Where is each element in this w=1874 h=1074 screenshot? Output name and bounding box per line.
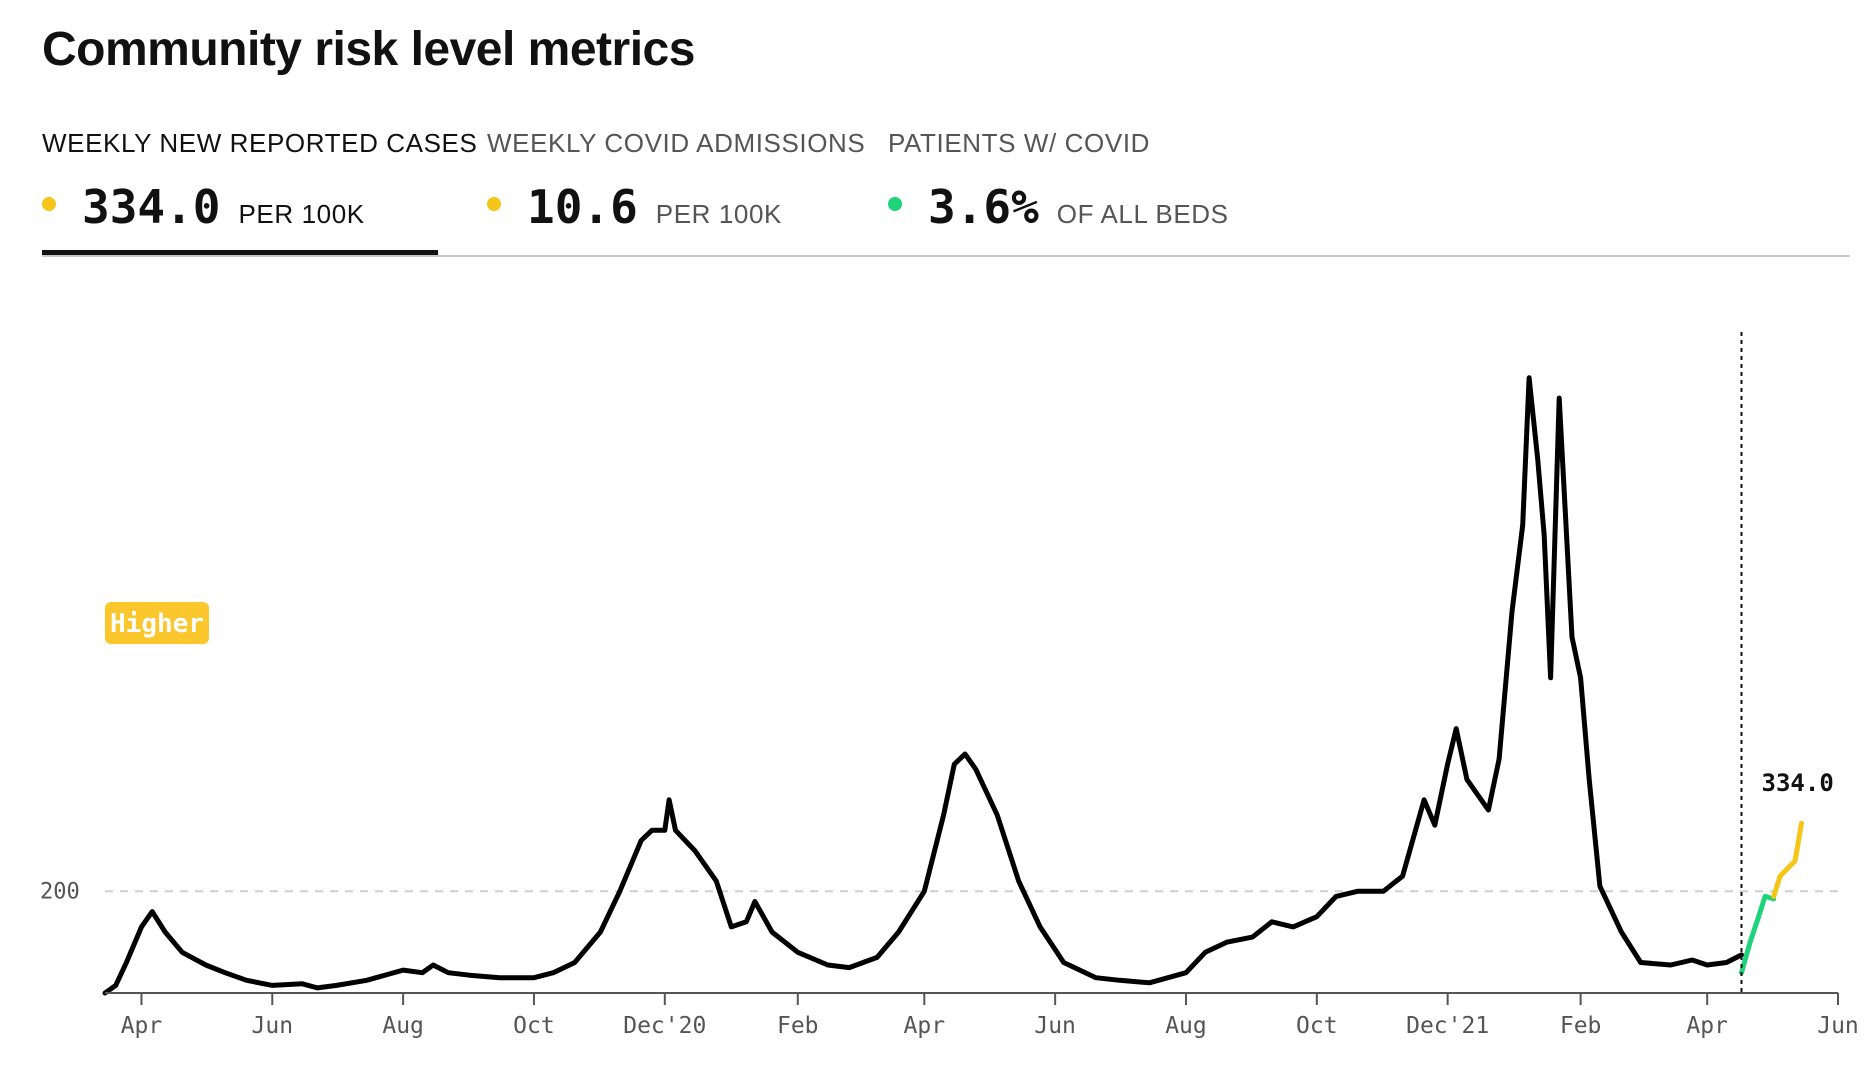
x-tick-label: Apr xyxy=(904,1013,946,1039)
series-line-medium xyxy=(1771,820,1804,899)
metric-tabs: WEEKLY NEW REPORTED CASES 334.0 PER 100K… xyxy=(42,128,1850,256)
x-tick-label: Oct xyxy=(513,1013,555,1039)
x-tick-label: Jun xyxy=(1034,1013,1076,1039)
series-line-historical xyxy=(102,375,1744,996)
reference-line-label: 200 xyxy=(40,879,80,904)
tab-label: PATIENTS W/ COVID xyxy=(888,128,1151,158)
tab-label: WEEKLY COVID ADMISSIONS xyxy=(487,128,866,158)
x-tick-label: Apr xyxy=(121,1013,163,1039)
active-tab-indicator xyxy=(42,250,438,255)
risk-badge-background xyxy=(105,602,209,644)
risk-dot-icon xyxy=(487,197,501,211)
x-tick-label: Aug xyxy=(382,1013,424,1039)
risk-badge: Higher xyxy=(105,602,209,644)
tab-unit: PER 100K xyxy=(655,199,782,229)
x-tick-label: Dec'20 xyxy=(623,1013,706,1039)
page-title: Community risk level metrics xyxy=(42,23,695,76)
tab-value: 334.0 xyxy=(82,180,221,234)
tab-unit: PER 100K xyxy=(238,199,365,229)
x-tick-label: Feb xyxy=(1560,1013,1602,1039)
tab-patients-with-covid[interactable]: PATIENTS W/ COVID 3.6% OF ALL BEDS xyxy=(888,128,1228,234)
tab-weekly-cases[interactable]: WEEKLY NEW REPORTED CASES 334.0 PER 100K xyxy=(42,128,478,255)
tabs-divider xyxy=(42,255,1850,257)
tab-value: 3.6% xyxy=(928,180,1039,234)
x-axis-ticks: Apr Jun Aug Oct Dec'20 Feb Apr Jun Aug Oct Dec'21 F… xyxy=(121,993,1859,1039)
x-tick-label: Jun xyxy=(252,1013,294,1039)
tab-value: 10.6 xyxy=(527,180,638,234)
risk-dot-icon xyxy=(42,197,56,211)
risk-badge-label: Higher xyxy=(110,609,204,639)
series-layer xyxy=(102,375,1804,996)
x-tick-label: Aug xyxy=(1165,1013,1207,1039)
x-tick-label: Feb xyxy=(777,1013,819,1039)
tab-unit: OF ALL BEDS xyxy=(1056,199,1229,229)
x-tick-label: Dec'21 xyxy=(1406,1013,1489,1039)
x-tick-label: Apr xyxy=(1686,1013,1728,1039)
series-line-low xyxy=(1739,893,1777,976)
x-tick-label: Jun xyxy=(1817,1013,1859,1039)
risk-dot-icon xyxy=(888,197,902,211)
cases-line-chart: 200 Higher 334.0 Apr Jun Aug Oct Dec'20 Feb Ap… xyxy=(40,332,1859,1039)
current-value-label: 334.0 xyxy=(1762,769,1834,797)
tab-weekly-admissions[interactable]: WEEKLY COVID ADMISSIONS 10.6 PER 100K xyxy=(487,128,866,234)
x-tick-label: Oct xyxy=(1296,1013,1338,1039)
tab-label: WEEKLY NEW REPORTED CASES xyxy=(42,128,478,158)
